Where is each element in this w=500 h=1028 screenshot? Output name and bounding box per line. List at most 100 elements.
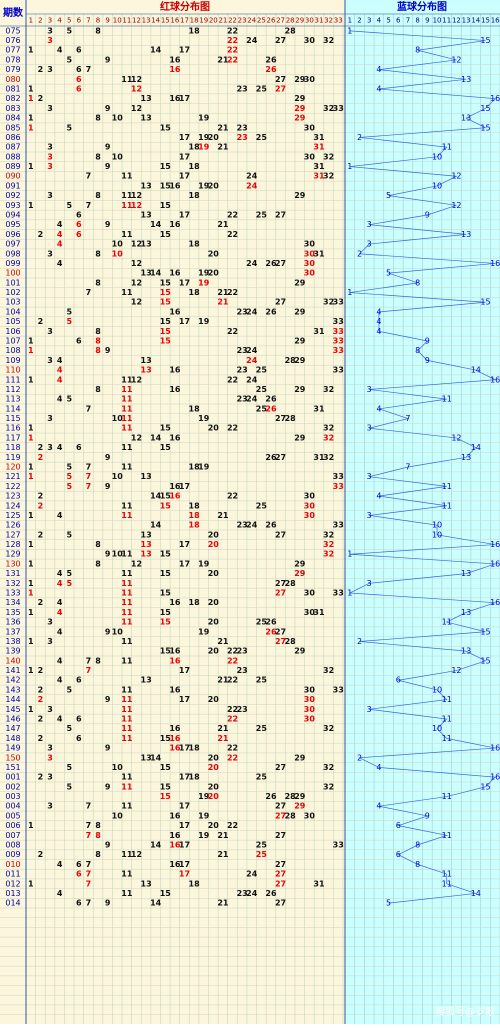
- period-label: 122: [5, 482, 20, 491]
- period-label: 002: [5, 782, 20, 791]
- red-ball: 8: [95, 114, 101, 123]
- red-column-label: 29: [295, 17, 304, 25]
- red-ball: 11: [121, 569, 133, 578]
- red-ball: 29: [294, 433, 306, 442]
- period-label: 092: [5, 191, 20, 200]
- blue-column-label: 7: [406, 17, 410, 25]
- red-ball: 27: [275, 453, 286, 462]
- red-ball: 22: [227, 55, 238, 64]
- blue-ball: 8: [415, 278, 420, 287]
- red-ball: 21: [217, 831, 229, 840]
- red-ball: 15: [160, 608, 172, 617]
- red-ball: 5: [66, 685, 72, 694]
- blue-ball: 11: [442, 618, 452, 627]
- red-ball: 16: [169, 841, 181, 850]
- red-ball: 32: [323, 152, 334, 161]
- red-ball: 22: [227, 744, 238, 753]
- red-ball: 19: [198, 143, 210, 152]
- red-ball: 10: [112, 627, 124, 636]
- red-ball: 14: [150, 46, 162, 55]
- red-ball: 11: [121, 685, 133, 694]
- red-ball: 9: [105, 55, 111, 64]
- blue-ball: 14: [471, 366, 481, 375]
- red-ball: 12: [131, 375, 142, 384]
- red-ball: 21: [217, 724, 229, 733]
- blue-ball: 6: [396, 676, 401, 685]
- red-ball: 16: [169, 724, 181, 733]
- red-ball: 15: [160, 327, 172, 336]
- blue-ball: 4: [376, 492, 381, 501]
- red-ball: 20: [208, 181, 220, 190]
- period-label: 140: [5, 656, 20, 665]
- period-label: 078: [5, 55, 20, 64]
- blue-ball: 16: [490, 598, 500, 607]
- red-ball: 19: [198, 559, 210, 568]
- red-ball: 3: [47, 705, 53, 714]
- red-ball: 16: [169, 433, 181, 442]
- red-ball: 11: [121, 695, 133, 704]
- red-ball: 32: [323, 172, 334, 181]
- red-ball: 14: [150, 899, 162, 908]
- blue-ball: 6: [396, 850, 401, 859]
- red-ball: 1: [28, 201, 34, 210]
- red-ball: 23: [237, 521, 248, 530]
- red-column-label: 9: [105, 17, 109, 25]
- red-ball: 2: [38, 501, 44, 510]
- red-ball: 25: [256, 85, 268, 94]
- blue-ball: 9: [425, 211, 430, 220]
- red-ball: 5: [66, 763, 72, 772]
- red-ball: 15: [160, 123, 172, 132]
- red-ball: 17: [179, 744, 190, 753]
- red-ball: 16: [169, 647, 181, 656]
- blue-ball: 1: [347, 162, 352, 171]
- period-label: 145: [5, 705, 20, 714]
- red-ball: 16: [169, 492, 181, 501]
- red-ball: 15: [160, 278, 172, 287]
- red-ball: 1: [28, 463, 34, 472]
- blue-ball: 8: [415, 860, 420, 869]
- red-ball: 20: [208, 753, 220, 762]
- red-ball: 7: [86, 870, 92, 879]
- red-ball: 28: [285, 637, 297, 646]
- red-ball: 13: [141, 676, 152, 685]
- red-ball: 3: [47, 414, 53, 423]
- red-ball: 29: [294, 114, 306, 123]
- period-label: 119: [5, 453, 20, 462]
- blue-column-label: 12: [452, 17, 461, 25]
- red-ball: 11: [121, 734, 133, 743]
- red-ball: 12: [131, 278, 142, 287]
- red-ball: 10: [112, 240, 124, 249]
- red-ball: 26: [265, 259, 277, 268]
- blue-ball: 1: [347, 589, 352, 598]
- red-ball: 21: [217, 676, 229, 685]
- red-ball: 21: [217, 220, 229, 229]
- red-ball: 24: [246, 889, 258, 898]
- blue-ball: 10: [432, 152, 442, 161]
- red-ball: 31: [313, 453, 325, 462]
- red-ball: 31: [313, 327, 325, 336]
- red-ball: 5: [66, 782, 72, 791]
- blue-ball: 11: [442, 482, 452, 491]
- red-ball: 18: [189, 773, 201, 782]
- period-label: 086: [5, 133, 20, 142]
- red-ball: 14: [150, 521, 162, 530]
- red-column-label: 7: [86, 17, 90, 25]
- red-ball: 1: [28, 337, 34, 346]
- red-ball: 27: [275, 802, 286, 811]
- red-ball: 21: [217, 288, 229, 297]
- red-ball: 22: [227, 821, 238, 830]
- red-column-label: 13: [142, 17, 151, 25]
- red-ball: 21: [217, 734, 229, 743]
- red-ball: 17: [179, 666, 190, 675]
- red-ball: 27: [275, 831, 286, 840]
- period-label: 148: [5, 734, 20, 743]
- period-label: 004: [5, 802, 20, 811]
- red-ball: 3: [47, 773, 53, 782]
- red-ball: 16: [169, 482, 181, 491]
- red-ball: 8: [95, 831, 101, 840]
- red-ball: 8: [95, 249, 101, 258]
- blue-ball: 13: [461, 75, 471, 84]
- red-ball: 29: [294, 792, 306, 801]
- period-label: 116: [5, 424, 20, 433]
